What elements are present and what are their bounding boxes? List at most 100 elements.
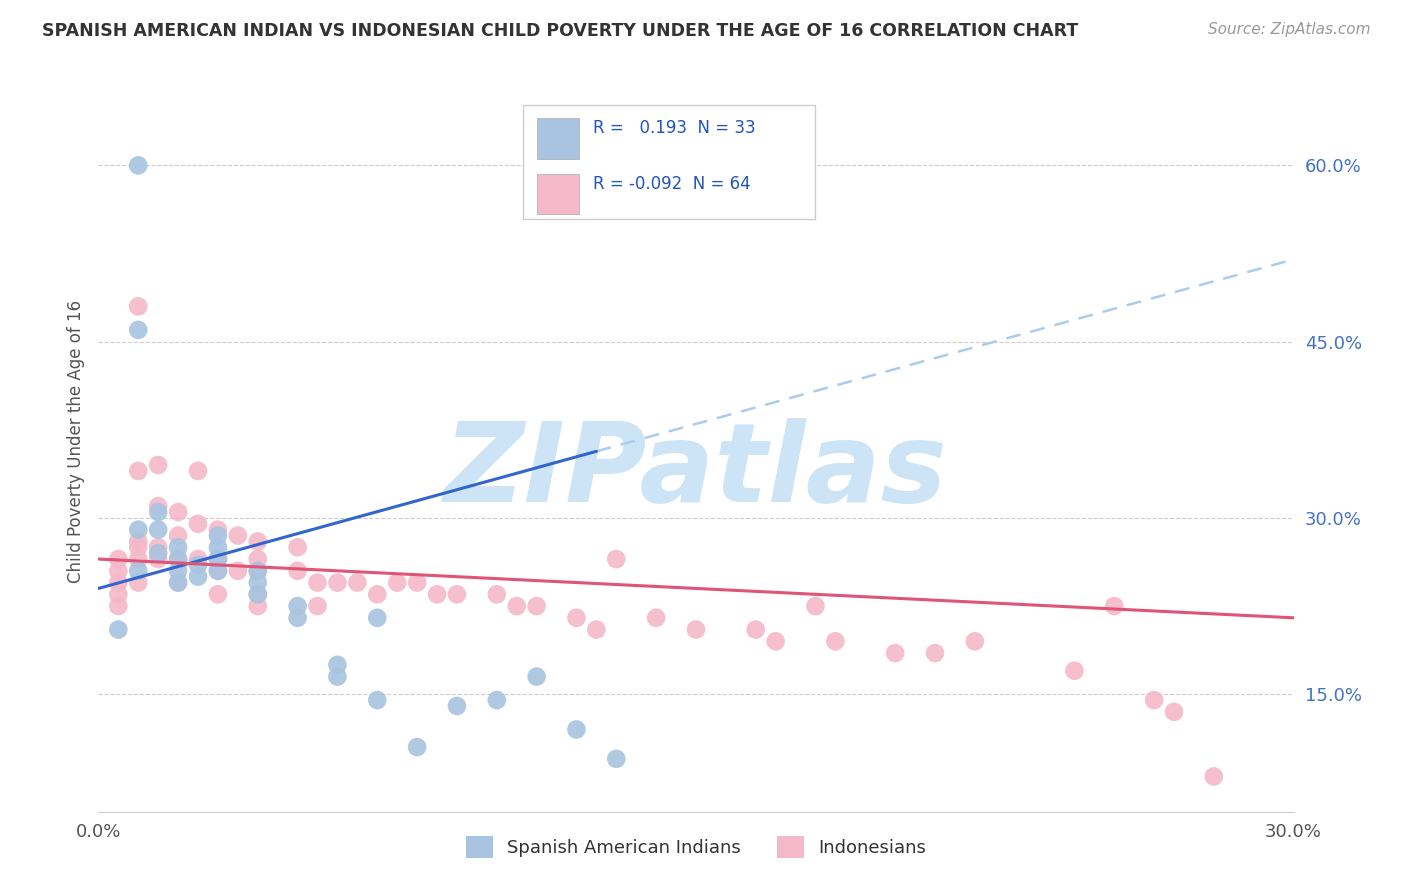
Text: ZIPatlas: ZIPatlas: [444, 417, 948, 524]
Point: [506, 599, 529, 613]
Point: [246, 575, 269, 590]
Point: [326, 669, 349, 683]
Text: SPANISH AMERICAN INDIAN VS INDONESIAN CHILD POVERTY UNDER THE AGE OF 16 CORRELAT: SPANISH AMERICAN INDIAN VS INDONESIAN CH…: [42, 22, 1078, 40]
Y-axis label: Child Poverty Under the Age of 16: Child Poverty Under the Age of 16: [66, 300, 84, 583]
FancyBboxPatch shape: [523, 104, 815, 219]
Point: [685, 623, 707, 637]
Point: [127, 464, 149, 478]
Point: [287, 541, 309, 555]
Point: [924, 646, 946, 660]
Point: [207, 587, 229, 601]
Point: [565, 611, 588, 625]
Point: [485, 587, 508, 601]
Point: [605, 752, 627, 766]
Point: [207, 564, 229, 578]
Point: [287, 599, 309, 613]
Point: [207, 528, 229, 542]
Point: [107, 587, 129, 601]
Point: [366, 693, 388, 707]
Point: [167, 564, 190, 578]
Point: [148, 552, 170, 566]
Point: [207, 564, 229, 578]
Point: [107, 564, 129, 578]
Point: [207, 552, 229, 566]
Point: [167, 575, 190, 590]
Point: [107, 575, 129, 590]
Point: [148, 541, 170, 555]
Point: [307, 575, 329, 590]
Point: [127, 575, 149, 590]
Point: [366, 587, 388, 601]
Point: [824, 634, 846, 648]
Text: R = -0.092  N = 64: R = -0.092 N = 64: [593, 175, 751, 193]
Point: [446, 698, 468, 713]
Point: [1202, 769, 1225, 783]
Point: [526, 669, 548, 683]
Point: [167, 552, 190, 566]
Point: [167, 552, 190, 566]
Point: [187, 464, 209, 478]
Text: Source: ZipAtlas.com: Source: ZipAtlas.com: [1208, 22, 1371, 37]
Point: [187, 570, 209, 584]
Point: [246, 534, 269, 549]
Point: [167, 541, 190, 555]
Point: [565, 723, 588, 737]
FancyBboxPatch shape: [537, 118, 579, 159]
Point: [426, 587, 449, 601]
Text: R =   0.193  N = 33: R = 0.193 N = 33: [593, 120, 756, 137]
Point: [127, 541, 149, 555]
Point: [287, 611, 309, 625]
Point: [127, 552, 149, 566]
FancyBboxPatch shape: [537, 174, 579, 214]
Point: [127, 564, 149, 578]
Point: [385, 575, 409, 590]
Point: [366, 611, 388, 625]
Legend: Spanish American Indians, Indonesians: Spanish American Indians, Indonesians: [458, 830, 934, 865]
Point: [246, 587, 269, 601]
Point: [207, 523, 229, 537]
Point: [127, 534, 149, 549]
Point: [148, 523, 170, 537]
Point: [346, 575, 368, 590]
Point: [307, 599, 329, 613]
Point: [127, 523, 149, 537]
Point: [167, 528, 190, 542]
Point: [167, 505, 190, 519]
Point: [246, 552, 269, 566]
Point: [246, 564, 269, 578]
Point: [127, 323, 149, 337]
Point: [226, 564, 249, 578]
Point: [804, 599, 827, 613]
Point: [765, 634, 787, 648]
Point: [148, 546, 170, 560]
Point: [246, 587, 269, 601]
Point: [207, 552, 229, 566]
Point: [148, 499, 170, 513]
Point: [127, 299, 149, 313]
Point: [246, 564, 269, 578]
Point: [287, 564, 309, 578]
Point: [585, 623, 607, 637]
Point: [446, 587, 468, 601]
Point: [226, 528, 249, 542]
Point: [963, 634, 986, 648]
Point: [107, 552, 129, 566]
Point: [745, 623, 768, 637]
Point: [148, 505, 170, 519]
Point: [1104, 599, 1126, 613]
Point: [526, 599, 548, 613]
Point: [645, 611, 668, 625]
Point: [406, 740, 429, 755]
Point: [207, 541, 229, 555]
Point: [167, 575, 190, 590]
Point: [326, 575, 349, 590]
Point: [107, 599, 129, 613]
Point: [107, 623, 129, 637]
Point: [1063, 664, 1085, 678]
Point: [326, 657, 349, 672]
Point: [884, 646, 907, 660]
Point: [485, 693, 508, 707]
Point: [1163, 705, 1185, 719]
Point: [246, 599, 269, 613]
Point: [187, 552, 209, 566]
